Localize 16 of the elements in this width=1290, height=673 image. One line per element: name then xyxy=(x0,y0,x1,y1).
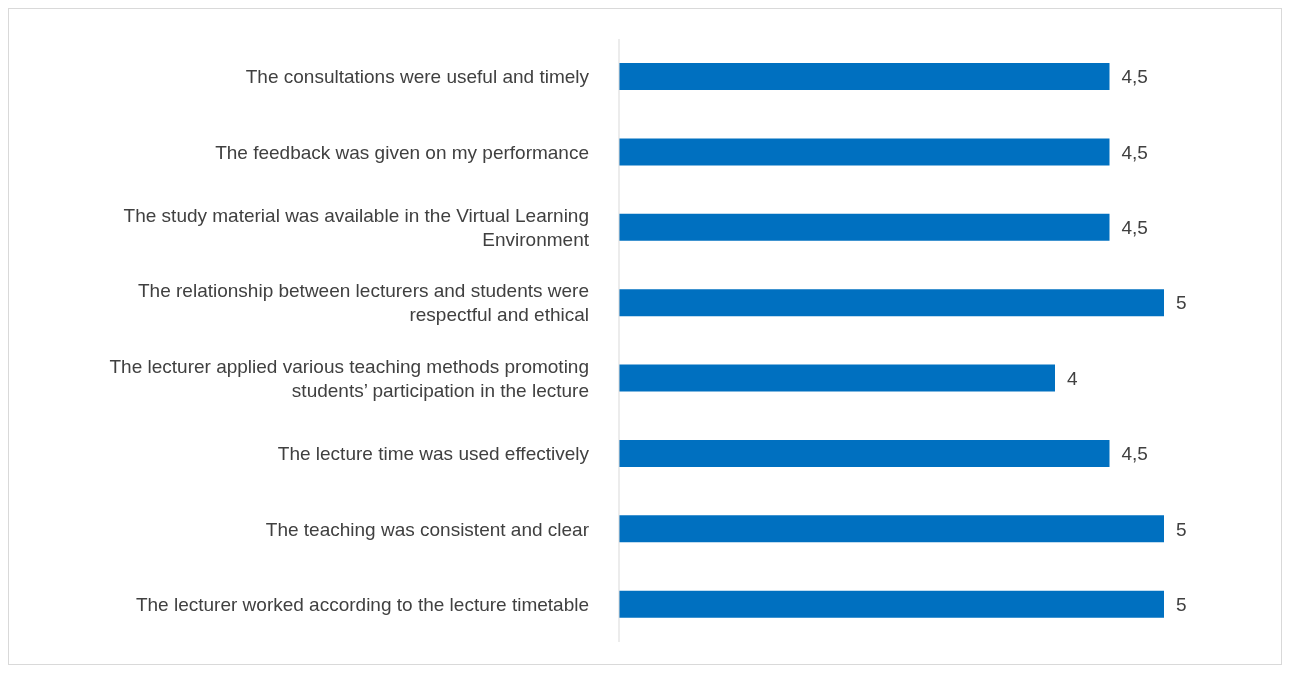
y-tick-label: The lecturer applied various teaching methods promoting students’ participation in the lecture xyxy=(109,355,589,401)
data-label: 4,5 xyxy=(1121,217,1148,239)
y-tick-label: The lecture time was used effectively xyxy=(277,443,590,465)
data-label: 5 xyxy=(1176,593,1187,615)
data-label: 5 xyxy=(1176,292,1187,314)
data-label: 4,5 xyxy=(1121,141,1148,163)
y-tick-label: The study material was available in the Virtual Learning Environment xyxy=(123,205,590,251)
y-tick-label: The lecturer worked according to the lecture timetable xyxy=(135,593,589,615)
data-label: 4 xyxy=(1067,367,1078,389)
data-label: 4,5 xyxy=(1121,66,1148,88)
data-label: 4,5 xyxy=(1121,443,1148,465)
y-tick-label: The consultations were useful and timely xyxy=(245,66,590,88)
y-tick-label: The teaching was consistent and clear xyxy=(265,518,590,540)
data-label: 5 xyxy=(1176,518,1187,540)
y-tick-label: The relationship between lecturers and students were respectful and ethical xyxy=(138,280,589,326)
y-tick-label: The feedback was given on my performance xyxy=(215,141,589,163)
